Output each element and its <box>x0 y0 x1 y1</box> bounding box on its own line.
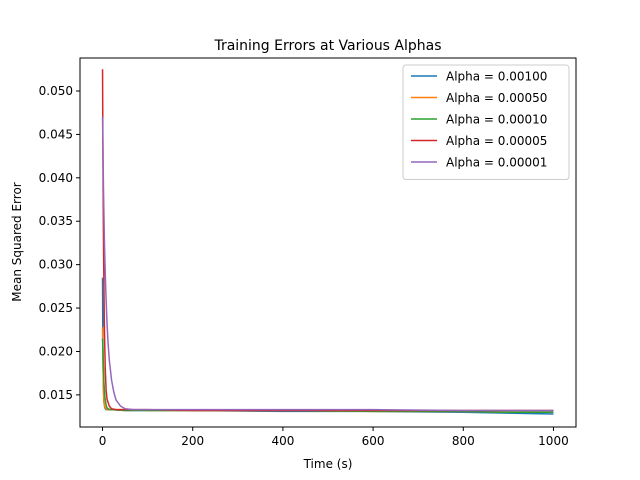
legend: Alpha = 0.00100 Alpha = 0.00050 Alpha = 0.… <box>402 64 570 180</box>
legend-label: Alpha = 0.00050 <box>446 91 547 105</box>
y-tick-label: 0.040 <box>39 171 73 185</box>
x-tick-label: 200 <box>181 434 204 448</box>
x-tick-label: 0 <box>99 434 107 448</box>
legend-label: Alpha = 0.00100 <box>446 70 547 84</box>
plot-frame <box>79 57 577 428</box>
y-axis: 0.015 0.020 0.025 0.030 0.035 0.040 0.045 0.050 <box>39 84 80 402</box>
series-layer <box>101 69 554 415</box>
x-tick-label: 800 <box>452 434 475 448</box>
legend-label: Alpha = 0.00001 <box>446 156 547 170</box>
y-tick-label: 0.035 <box>39 214 73 228</box>
x-axis: 0 200 400 600 800 1000 <box>99 427 569 448</box>
series-line-1 <box>101 277 554 415</box>
series-line-3 <box>101 338 554 413</box>
y-tick-label: 0.025 <box>39 301 73 315</box>
x-tick-label: 1000 <box>538 434 569 448</box>
legend-label: Alpha = 0.00005 <box>446 134 547 148</box>
series-line-4 <box>101 69 554 412</box>
y-tick-label: 0.020 <box>39 344 73 358</box>
y-axis-title: Mean Squared Error <box>10 182 24 302</box>
x-tick-label: 600 <box>362 434 385 448</box>
series-line-5 <box>101 117 554 412</box>
y-tick-label: 0.045 <box>39 127 73 141</box>
legend-label: Alpha = 0.00010 <box>446 113 547 127</box>
x-tick-label: 400 <box>271 434 294 448</box>
legend-box <box>402 64 570 180</box>
x-axis-title: Time (s) <box>303 457 353 471</box>
y-tick-label: 0.015 <box>39 388 73 402</box>
y-tick-label: 0.050 <box>39 84 73 98</box>
series-line-2 <box>101 327 554 413</box>
y-tick-label: 0.030 <box>39 258 73 272</box>
chart-title: Training Errors at Various Alphas <box>213 38 441 54</box>
